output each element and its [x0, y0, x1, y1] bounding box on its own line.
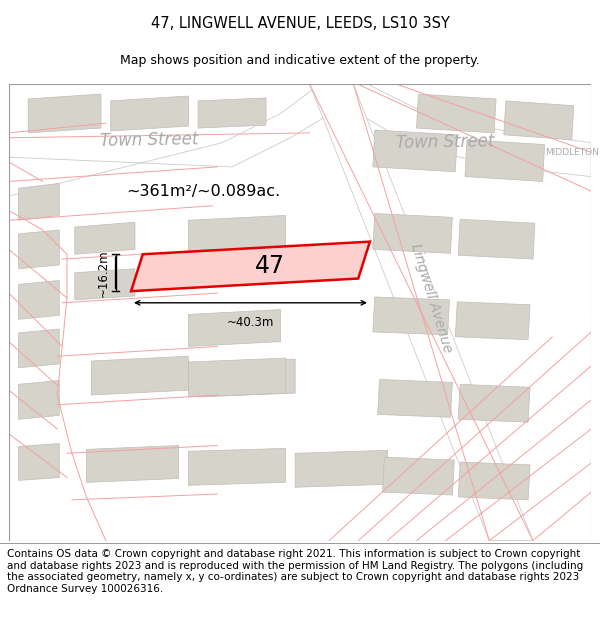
Polygon shape [295, 451, 388, 488]
Text: Map shows position and indicative extent of the property.: Map shows position and indicative extent… [120, 54, 480, 68]
Polygon shape [19, 230, 59, 269]
Polygon shape [310, 84, 533, 541]
Text: ~361m²/~0.089ac.: ~361m²/~0.089ac. [126, 184, 280, 199]
Polygon shape [373, 130, 457, 172]
Polygon shape [373, 297, 449, 335]
Polygon shape [458, 219, 535, 259]
Polygon shape [188, 358, 286, 397]
Polygon shape [91, 356, 188, 395]
Polygon shape [9, 84, 358, 196]
Polygon shape [75, 269, 135, 300]
Polygon shape [377, 379, 452, 418]
Text: ~40.3m: ~40.3m [227, 316, 274, 329]
Text: Contains OS data © Crown copyright and database right 2021. This information is : Contains OS data © Crown copyright and d… [7, 549, 583, 594]
Text: ~16.2m: ~16.2m [97, 249, 110, 296]
Polygon shape [19, 183, 59, 220]
Polygon shape [383, 457, 454, 495]
Polygon shape [465, 140, 545, 181]
Polygon shape [188, 216, 286, 254]
Polygon shape [111, 96, 188, 131]
Polygon shape [188, 309, 281, 346]
Polygon shape [19, 281, 59, 319]
Text: 47, LINGWELL AVENUE, LEEDS, LS10 3SY: 47, LINGWELL AVENUE, LEEDS, LS10 3SY [151, 16, 449, 31]
Polygon shape [458, 384, 530, 423]
Polygon shape [198, 98, 266, 128]
Polygon shape [19, 381, 59, 419]
Polygon shape [504, 101, 574, 140]
Text: Lingwell Avenue: Lingwell Avenue [408, 242, 454, 354]
Text: Town Street: Town Street [396, 132, 495, 152]
Polygon shape [86, 446, 179, 483]
Polygon shape [198, 359, 295, 397]
Polygon shape [458, 462, 530, 500]
Polygon shape [19, 329, 59, 368]
Polygon shape [319, 84, 591, 177]
Polygon shape [188, 448, 286, 485]
Polygon shape [373, 214, 452, 253]
Polygon shape [28, 94, 101, 133]
Polygon shape [19, 444, 59, 481]
Polygon shape [455, 302, 530, 339]
Text: MIDDLETON: MIDDLETON [545, 148, 599, 157]
Polygon shape [75, 222, 135, 254]
Text: Town Street: Town Street [100, 130, 199, 149]
Polygon shape [416, 94, 496, 133]
Polygon shape [131, 242, 370, 291]
Text: 47: 47 [255, 254, 285, 278]
